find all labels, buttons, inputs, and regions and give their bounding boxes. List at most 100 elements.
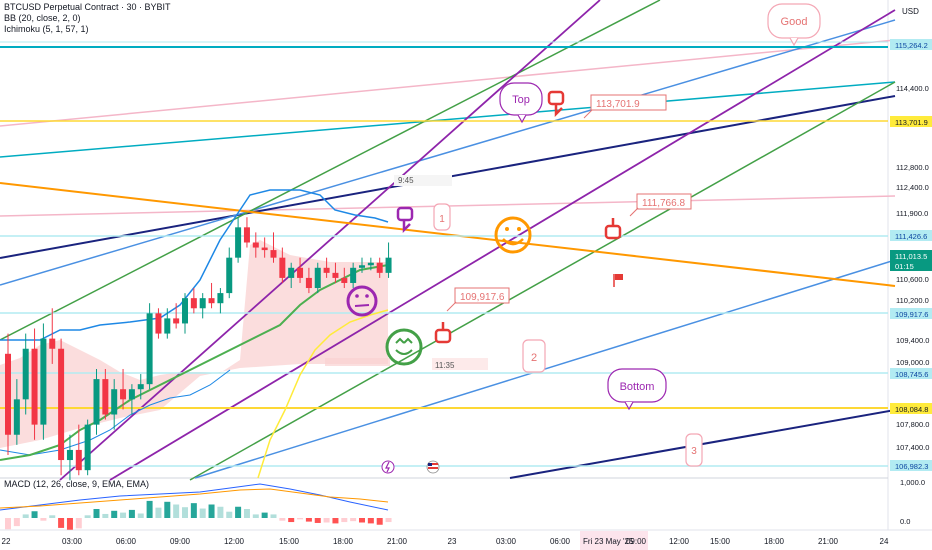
candle-bearish[interactable]	[120, 389, 127, 400]
ichimoku-indicator-label[interactable]: Ichimoku (5, 1, 57, 1)	[4, 24, 89, 34]
time-axis-label: 09:00	[170, 537, 191, 546]
macd-signal-line	[0, 488, 389, 509]
price-callout-111766[interactable]: 111,766.8	[629, 193, 692, 217]
candle-bullish[interactable]	[199, 298, 206, 309]
candle-bullish[interactable]	[359, 265, 365, 268]
price-callout-113701[interactable]: 113,701.9	[583, 94, 667, 119]
candle-bearish[interactable]	[252, 242, 259, 248]
candle-bullish[interactable]	[288, 267, 295, 278]
us-flag-event-icon[interactable]	[426, 460, 440, 474]
macd-histogram-bar	[350, 518, 357, 522]
time-axis-labels[interactable]: 22 03:00 06:00 09:00 12:00 15:00 18:00 21:00 23 0…	[2, 537, 889, 546]
candle-bullish[interactable]	[367, 262, 374, 266]
candle-bullish[interactable]	[22, 348, 29, 400]
price-callout-109917[interactable]: 109,917.6	[446, 287, 510, 312]
macd-histogram-bar	[243, 509, 250, 518]
price-tag-label: 01:15	[895, 262, 914, 271]
candle-bearish[interactable]	[297, 267, 304, 278]
time-axis-label: 18:00	[764, 537, 785, 546]
time-axis-label: 22	[2, 537, 11, 546]
macd-histogram-bar	[137, 513, 144, 518]
macd-histogram-bar	[182, 507, 188, 518]
price-axis-tick-label: 109,000.0	[896, 358, 929, 367]
candle-bearish[interactable]	[270, 250, 277, 258]
candle-bearish[interactable]	[376, 262, 383, 273]
candle-bullish[interactable]	[146, 313, 153, 385]
candle-bullish[interactable]	[235, 227, 242, 258]
macd-histogram-bar	[173, 504, 180, 518]
candle-bullish[interactable]	[217, 293, 224, 304]
macd-histogram-bar	[13, 518, 20, 527]
trendline-pink-top	[0, 39, 896, 127]
candle-bearish[interactable]	[341, 277, 348, 283]
candle-bullish[interactable]	[226, 257, 233, 294]
pointing-hand-red-low-icon[interactable]	[434, 322, 452, 344]
macd-histogram-bar	[66, 518, 73, 530]
horizontal-levels[interactable]	[0, 41, 888, 467]
trendline-purple-lower	[109, 9, 896, 481]
macd-histogram-bar	[111, 510, 118, 518]
candle-bearish[interactable]	[49, 338, 56, 349]
macd-histogram-bar	[102, 513, 109, 518]
candle-bullish[interactable]	[314, 267, 321, 289]
macd-histogram-bar	[261, 512, 268, 518]
candle-bearish[interactable]	[58, 348, 65, 461]
macd-histogram-bar	[359, 518, 365, 523]
candle-bullish[interactable]	[350, 267, 357, 283]
pointing-hand-red-top-icon[interactable]	[547, 90, 565, 118]
macd-indicator-label[interactable]: MACD (12, 26, close, 9, EMA, EMA)	[4, 479, 150, 489]
candle-bullish[interactable]	[111, 389, 118, 415]
candle-bearish[interactable]	[332, 272, 339, 278]
neutral-face-purple-icon[interactable]	[346, 285, 378, 317]
candle-bearish[interactable]	[155, 313, 162, 334]
candle-bearish[interactable]	[208, 298, 215, 304]
callout-good[interactable]: Good	[767, 3, 821, 47]
candle-bearish[interactable]	[5, 353, 11, 435]
candle-bearish[interactable]	[190, 298, 197, 309]
symbol-title[interactable]: BTCUSD Perpetual Contract · 30 · BYBIT	[4, 2, 171, 12]
box-3[interactable]: 3	[685, 433, 703, 467]
box-1[interactable]: 1	[433, 203, 451, 231]
candle-bullish[interactable]	[84, 424, 91, 471]
candle-bearish[interactable]	[102, 379, 109, 415]
price-tag-label: 109,917.6	[895, 310, 928, 319]
candle-bullish[interactable]	[40, 338, 47, 425]
time-range-label-945: 9:45	[398, 176, 414, 185]
candlestick-series[interactable]	[5, 217, 392, 481]
candle-bullish[interactable]	[13, 399, 20, 435]
callout-top[interactable]: Top	[499, 82, 543, 124]
price-tag-label: 108,084.8	[895, 405, 928, 414]
box-2[interactable]: 2	[522, 339, 546, 373]
callout-good-text: Good	[781, 16, 808, 28]
time-axis-label: 18:00	[333, 537, 354, 546]
macd-histogram-bar	[199, 508, 206, 518]
box-3-label: 3	[691, 446, 697, 457]
macd-histogram-bar	[31, 511, 38, 518]
bb-indicator-label[interactable]: BB (20, close, 2, 0)	[4, 13, 81, 23]
candle-bullish[interactable]	[66, 449, 73, 461]
pointing-hand-red-mid-icon[interactable]	[604, 218, 622, 240]
smiley-orange-icon[interactable]	[494, 216, 532, 254]
candle-bullish[interactable]	[182, 298, 188, 324]
candle-bullish[interactable]	[137, 384, 144, 390]
candle-bearish[interactable]	[31, 348, 38, 425]
candle-bearish[interactable]	[261, 247, 268, 251]
lightning-event-icon[interactable]	[381, 460, 395, 474]
macd-histogram-bar	[341, 518, 348, 523]
candle-bullish[interactable]	[164, 318, 171, 334]
candle-bearish[interactable]	[323, 267, 330, 273]
candle-bullish[interactable]	[385, 257, 392, 273]
macd-histogram-bar	[128, 509, 135, 518]
candle-bearish[interactable]	[243, 227, 250, 243]
flag-red-icon[interactable]	[613, 274, 623, 287]
candle-bearish[interactable]	[305, 277, 312, 289]
candle-bearish[interactable]	[173, 318, 180, 324]
candle-bearish[interactable]	[75, 449, 82, 471]
callout-bottom[interactable]: Bottom	[607, 368, 667, 411]
grin-face-green-icon[interactable]	[385, 328, 423, 366]
candle-bearish[interactable]	[279, 257, 286, 278]
pointing-hand-purple-icon[interactable]	[396, 206, 414, 234]
candle-bullish[interactable]	[128, 389, 135, 400]
candle-bullish[interactable]	[93, 379, 100, 425]
